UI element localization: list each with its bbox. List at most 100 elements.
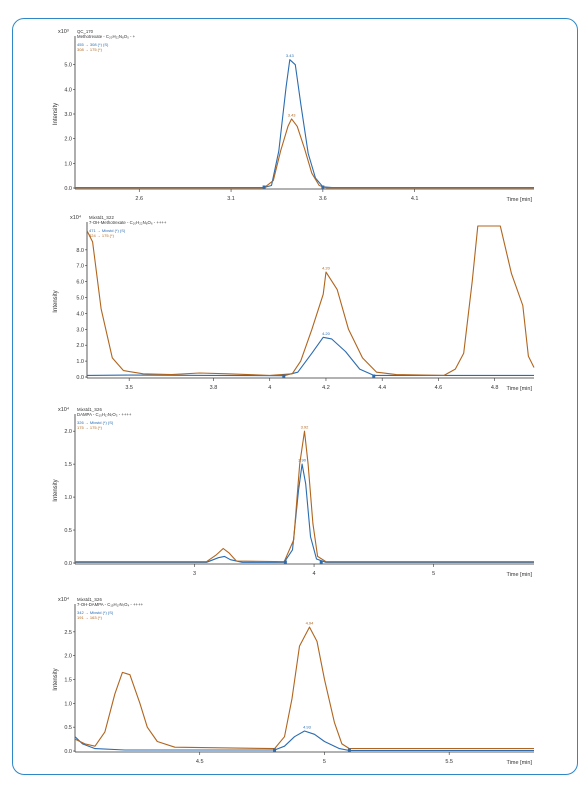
- x-tick-label: 3.8: [210, 385, 218, 391]
- peak-label: 4.93: [303, 724, 312, 729]
- x-tick-label: 5: [432, 571, 435, 577]
- x-tick-label: 3.5: [125, 385, 133, 391]
- legend-series-1: 471 → Mixstd (*) (S): [89, 228, 126, 233]
- series-line-2: [86, 225, 535, 376]
- series-line-2: [75, 118, 534, 189]
- compound-name: 7-OH-DAMPA - C₁₅H₁₇N₇O₄ - ++++: [77, 602, 144, 607]
- x-tick-label: 4.2: [322, 385, 330, 391]
- x-axis-label: Time [min]: [507, 760, 533, 766]
- peak-label: 4.94: [306, 621, 315, 626]
- x-tick-label: 4: [268, 385, 271, 391]
- peak-label: 3.92: [301, 425, 310, 430]
- peak-label: 3.43: [286, 53, 295, 58]
- legend-series-2: 308 → 175 (*): [77, 47, 103, 52]
- x-tick-label: 3.6: [319, 196, 327, 202]
- y-tick-label: 4.0: [76, 311, 84, 317]
- y-tick-label: 0.0: [64, 186, 72, 192]
- y-tick-label: 0.0: [76, 375, 84, 381]
- y-axis-label: Intensity: [53, 479, 59, 501]
- integration-marker: [321, 185, 325, 189]
- integration-marker: [347, 748, 351, 752]
- y-tick-label: 1.5: [64, 678, 72, 684]
- y-tick-label: 2.0: [64, 429, 72, 435]
- legend-series-1: 455 → 308 (*) (S): [77, 42, 109, 47]
- compound-name: 7-OH-Methotrexate - C₂₀H₂₂N₈O₆ - ++++: [89, 220, 167, 225]
- x-tick-label: 5.5: [445, 759, 453, 765]
- peak-label: 3.43: [288, 112, 297, 117]
- compound-name: Methotrexate - C₂₀H₂₂N₈O₅ - +: [77, 34, 136, 39]
- y-tick-label: 3.0: [64, 112, 72, 118]
- x-tick-label: 3.1: [227, 196, 235, 202]
- series-line-1: [75, 463, 534, 563]
- sample-name: QC_170: [77, 29, 94, 34]
- y-tick-label: 1.5: [64, 462, 72, 468]
- integration-marker: [262, 185, 266, 189]
- compound-name: DAMPA - C₁₅H₁₇N₇O₃ - ++++: [77, 412, 132, 417]
- legend-series-1: 342 → Mixstd (*) (S): [77, 610, 114, 615]
- x-tick-label: 4.5: [196, 759, 204, 765]
- y-axis-label: Intensity: [53, 668, 59, 690]
- integration-marker: [283, 560, 287, 564]
- y-tick-label: 0.5: [64, 528, 72, 534]
- x-tick-label: 2.6: [135, 196, 143, 202]
- y-tick-label: 2.0: [76, 343, 84, 349]
- y-multiplier: x10⁴: [58, 406, 70, 413]
- legend-series-2: 175 → 175 (*): [77, 425, 103, 430]
- y-tick-label: 1.0: [76, 359, 84, 365]
- y-axis-label: Intensity: [53, 290, 59, 312]
- series-line-1: [75, 59, 534, 189]
- y-tick-label: 5.0: [64, 63, 72, 69]
- legend-series-2: 324 → 175 (*): [89, 233, 115, 238]
- legend-series-1: 326 → Mixstd (*) (S): [77, 420, 114, 425]
- legend-series-2: 191 → 163 (*): [77, 615, 103, 620]
- y-tick-label: 1.0: [64, 161, 72, 167]
- y-tick-label: 0.5: [64, 725, 72, 731]
- y-tick-label: 0.0: [64, 561, 72, 567]
- y-tick-label: 1.0: [64, 701, 72, 707]
- y-tick-label: 6.0: [76, 280, 84, 286]
- integration-marker: [319, 560, 323, 564]
- y-axis-label: Intensity: [53, 103, 59, 125]
- y-tick-label: 8.0: [76, 248, 84, 254]
- x-axis-label: Time [min]: [507, 386, 533, 392]
- integration-marker: [282, 374, 286, 378]
- series-line-2: [75, 430, 534, 563]
- series-line-1: [86, 336, 534, 377]
- peak-label: 4.20: [322, 331, 331, 336]
- x-tick-label: 5: [323, 759, 326, 765]
- x-tick-label: 4: [313, 571, 316, 577]
- x-tick-label: 4.6: [435, 385, 443, 391]
- series-line-2: [74, 626, 534, 750]
- integration-marker: [273, 748, 277, 752]
- x-tick-label: 4.4: [378, 385, 386, 391]
- x-tick-label: 4.8: [491, 385, 499, 391]
- x-axis-label: Time [min]: [507, 197, 533, 203]
- y-tick-label: 4.0: [64, 87, 72, 93]
- y-multiplier: x10⁴: [58, 596, 70, 603]
- y-multiplier: x10³: [58, 29, 69, 35]
- y-tick-label: 1.0: [64, 495, 72, 501]
- y-tick-label: 3.0: [76, 327, 84, 333]
- y-tick-label: 2.0: [64, 654, 72, 660]
- x-axis-label: Time [min]: [507, 572, 533, 578]
- x-tick-label: 4.1: [411, 196, 419, 202]
- figure-frame: [12, 18, 578, 775]
- y-multiplier: x10⁴: [70, 214, 82, 221]
- y-tick-label: 5.0: [76, 296, 84, 302]
- y-tick-label: 2.0: [64, 137, 72, 143]
- sample-name: Mixstd1_S22: [89, 215, 114, 220]
- peak-label: 3.90: [298, 458, 307, 463]
- peak-label: 4.20: [322, 266, 331, 271]
- x-tick-label: 3: [193, 571, 196, 577]
- series-line-1: [74, 730, 534, 752]
- integration-marker: [372, 374, 376, 378]
- y-tick-label: 7.0: [76, 264, 84, 270]
- sample-name: Mixstd1_S26: [77, 407, 102, 412]
- sample-name: Mixstd1_S26: [77, 597, 102, 602]
- y-tick-label: 0.0: [64, 749, 72, 755]
